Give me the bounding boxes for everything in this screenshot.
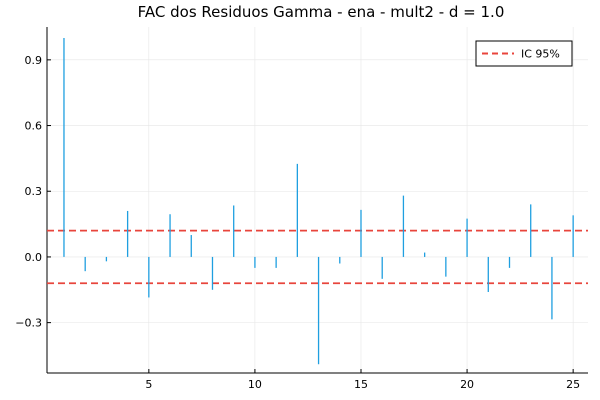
x-tick-label: 20 (460, 378, 474, 391)
chart-title: FAC dos Residuos Gamma - ena - mult2 - d… (138, 3, 505, 21)
x-tick-label: 5 (145, 378, 152, 391)
confidence-interval-lines (47, 229, 588, 285)
y-tick-label: 0.0 (25, 251, 43, 264)
x-tick-label: 25 (566, 378, 580, 391)
acf-bars (63, 37, 574, 365)
axes (46, 27, 588, 374)
y-tick-label: 0.3 (25, 185, 43, 198)
x-tick-label: 15 (354, 378, 368, 391)
legend-label: IC 95% (521, 48, 560, 61)
legend: IC 95% (475, 40, 573, 67)
x-tick-label: 10 (248, 378, 262, 391)
tick-labels: 5 10 15 20 25 −0.3 0.0 0.3 0.6 0.9 (15, 54, 580, 391)
y-tick-label: 0.9 (25, 54, 43, 67)
y-tick-label: 0.6 (25, 120, 43, 133)
grid (47, 27, 588, 373)
y-tick-label: −0.3 (15, 317, 42, 330)
